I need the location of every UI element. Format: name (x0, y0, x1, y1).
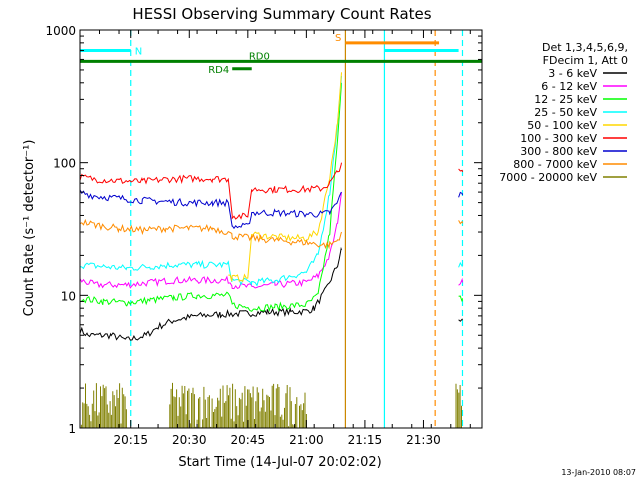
series-12-25-kev-tail (458, 295, 463, 302)
plot-background (80, 30, 482, 428)
chart-title: HESSI Observing Summary Count Rates (132, 5, 431, 23)
y-tick-label-3: 1000 (45, 24, 76, 38)
state-label-0: N (135, 47, 142, 58)
y-tick-label-1: 10 (61, 289, 76, 303)
series-25-50-kev-tail (458, 261, 463, 268)
legend-header-1: FDecim 1, Att 0 (543, 54, 628, 67)
series-100-300-kev (79, 162, 342, 220)
x-axis-label: Start Time (14-Jul-07 20:02:02) (178, 455, 381, 470)
series-800-7000-kev-tail (458, 220, 463, 225)
x-tick-label-4: 21:15 (348, 433, 383, 447)
legend-label-7: 800 - 7000 keV (513, 158, 597, 171)
series-300-800-kev-tail (458, 191, 463, 198)
state-label-4: RD4 (208, 65, 229, 76)
series-6-12-kev-tail (458, 277, 463, 286)
x-tick-label-1: 20:30 (172, 433, 207, 447)
series-800-7000-kev (79, 218, 342, 250)
state-label-2: S (335, 33, 341, 44)
series-12-25-kev (79, 82, 342, 313)
y-tick-label-0: 1 (68, 422, 76, 436)
legend-label-6: 300 - 800 keV (520, 145, 597, 158)
annotation-layer: N S RD0 RD4 (80, 30, 482, 428)
series-7000-20000-kev-band-1 (169, 382, 307, 428)
series-25-50-kev (79, 75, 342, 287)
legend-label-2: 12 - 25 keV (534, 93, 597, 106)
series-100-300-kev-tail (458, 168, 463, 173)
legend: Det 1,3,4,5,6,9,FDecim 1, Att 03 - 6 keV… (499, 41, 628, 184)
axes-layer: 20:15 20:30 20:45 21:00 21:15 21:30 1 10 100 1000 (45, 24, 483, 447)
series-3-6-kev-tail (458, 318, 463, 322)
state-label-3: RD0 (249, 51, 270, 62)
y-tick-label-2: 100 (53, 157, 76, 171)
legend-label-1: 6 - 12 keV (541, 80, 597, 93)
legend-label-5: 100 - 300 keV (520, 132, 597, 145)
footer-date: 13-Jan-2010 08:07 (561, 468, 636, 477)
x-tick-label-0: 20:15 (113, 433, 148, 447)
series-300-800-kev (79, 189, 342, 230)
x-tick-label-3: 21:00 (289, 433, 324, 447)
series-50-100-kev (228, 72, 342, 283)
legend-label-3: 25 - 50 keV (534, 106, 597, 119)
legend-label-8: 7000 - 20000 keV (499, 171, 597, 184)
x-tick-label-2: 20:45 (231, 433, 266, 447)
series-layer (79, 72, 463, 428)
x-tick-label-5: 21:30 (406, 433, 441, 447)
y-axis-label: Count Rate (s⁻¹ detector⁻¹) (22, 140, 37, 317)
legend-label-4: 50 - 100 keV (527, 119, 597, 132)
legend-header-0: Det 1,3,4,5,6,9, (542, 41, 628, 54)
series-6-12-kev (79, 192, 342, 290)
plot-frame (79, 29, 483, 429)
legend-label-0: 3 - 6 keV (548, 67, 597, 80)
series-3-6-kev (79, 246, 342, 341)
plot-area (80, 30, 482, 428)
